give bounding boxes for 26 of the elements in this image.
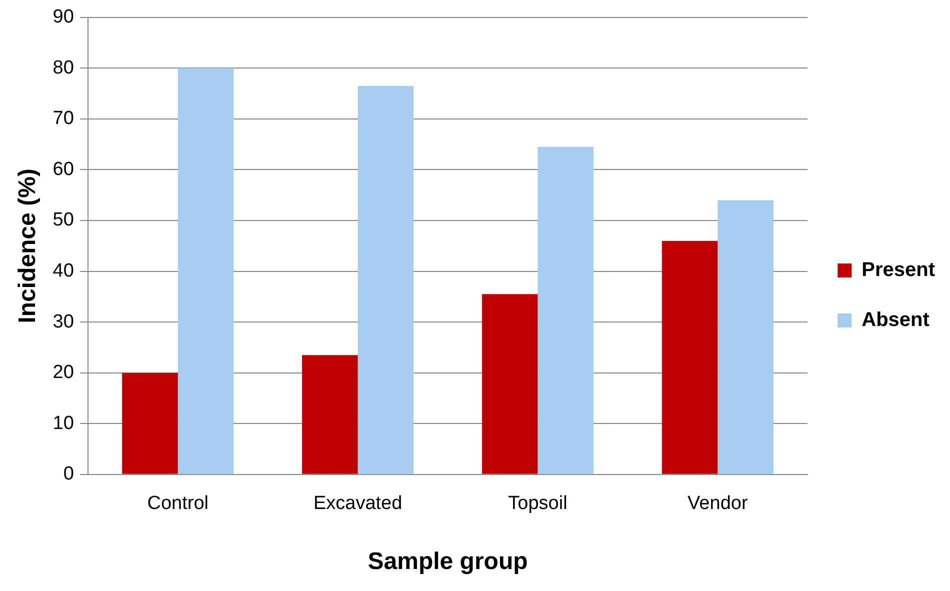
legend-label: Absent [862, 309, 930, 332]
y-tick-label: 70 [52, 108, 74, 130]
y-tick-label: 10 [52, 412, 74, 434]
y-tick-label: 50 [52, 210, 74, 231]
legend-label: Present [862, 259, 936, 282]
x-tick-label: Excavated [313, 493, 402, 514]
bar [302, 355, 358, 474]
y-tick-label: 40 [52, 260, 74, 282]
x-tick-label: Topsoil [508, 493, 568, 514]
bar [662, 240, 718, 474]
bar [718, 200, 774, 474]
bar [178, 68, 234, 474]
y-tick-label: 60 [52, 158, 74, 180]
x-tick-label: Vendor [688, 493, 748, 514]
y-tick-label: 80 [52, 57, 74, 78]
y-tick-label: 0 [63, 464, 74, 485]
bar [358, 86, 414, 474]
y-tick-label: 20 [52, 362, 74, 384]
bar [538, 146, 594, 474]
y-tick-label: 30 [52, 311, 74, 332]
x-axis-title: Sample group [368, 548, 528, 576]
bar [122, 372, 178, 474]
y-axis-title: Incidence (%) [14, 168, 42, 324]
x-tick-label: Control [147, 493, 209, 514]
y-tick-label: 90 [52, 6, 74, 28]
bar [482, 294, 538, 474]
